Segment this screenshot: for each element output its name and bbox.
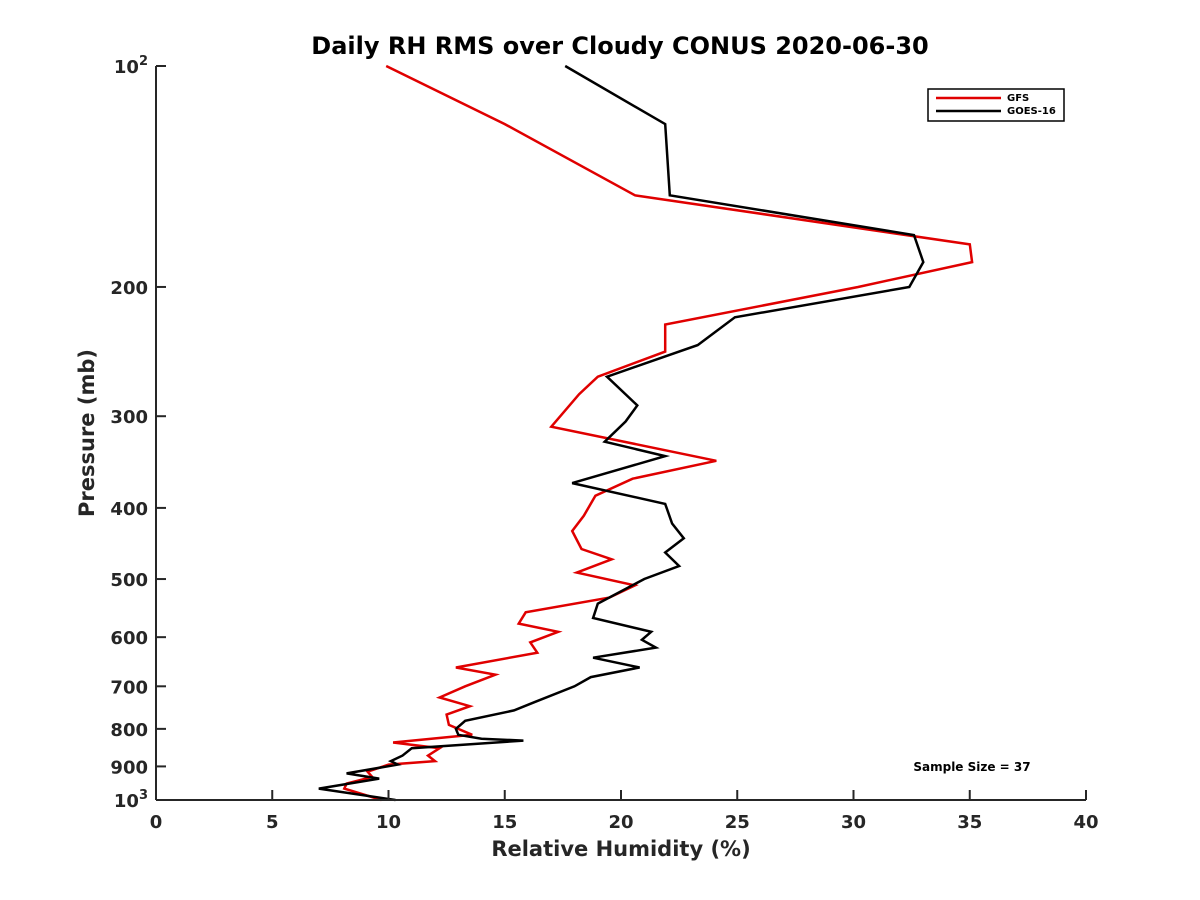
y-tick-label: 500 — [110, 570, 148, 591]
y-tick-label-base: 900 — [110, 757, 148, 778]
y-tick-label: 103 — [114, 788, 148, 812]
y-tick-label: 800 — [110, 720, 148, 741]
legend: GFS GOES-16 — [927, 88, 1065, 122]
y-tick-label-base: 300 — [110, 407, 148, 428]
y-tick-label-base: 700 — [110, 677, 148, 698]
y-tick-label: 300 — [110, 407, 148, 428]
x-tick-label: 0 — [150, 812, 163, 833]
legend-box — [927, 88, 1065, 122]
series-points-goes16 — [318, 65, 924, 801]
y-tick-label-exponent: 3 — [139, 788, 148, 803]
y-tick-label: 900 — [110, 757, 148, 778]
x-tick-label: 40 — [1073, 812, 1098, 833]
x-tick-label: 25 — [725, 812, 750, 833]
y-tick-label-base: 10 — [114, 791, 139, 812]
y-axis-label: Pressure (mb) — [75, 349, 99, 517]
y-tick-label-base: 600 — [110, 628, 148, 649]
y-tick-label-base: 200 — [110, 278, 148, 299]
y-tick-label-base: 800 — [110, 720, 148, 741]
y-tick-label: 102 — [114, 54, 148, 78]
series-line-gfs — [342, 64, 974, 802]
plot-area — [318, 64, 974, 802]
y-tick-label-base: 10 — [114, 57, 139, 78]
x-axis-label: Relative Humidity (%) — [491, 837, 750, 861]
y-tick-label: 400 — [110, 499, 148, 520]
x-tick-label: 5 — [266, 812, 279, 833]
y-tick-label: 200 — [110, 278, 148, 299]
y-tick-label-base: 400 — [110, 499, 148, 520]
x-tick-label: 15 — [492, 812, 517, 833]
series-line-goes16 — [318, 64, 925, 802]
y-tick-label-exponent: 2 — [139, 54, 148, 69]
legend-label-gfs: GFS — [1007, 93, 1029, 104]
legend-label-goes16: GOES-16 — [1007, 106, 1056, 117]
y-tick-label: 700 — [110, 677, 148, 698]
x-axis-ticks: 0 5 10 15 20 25 30 35 40 — [150, 790, 1099, 833]
x-tick-label: 20 — [608, 812, 633, 833]
y-tick-label-base: 500 — [110, 570, 148, 591]
sample-size-annotation: Sample Size = 37 — [913, 760, 1030, 774]
x-tick-label: 30 — [841, 812, 866, 833]
x-tick-label: 35 — [957, 812, 982, 833]
chart-title: Daily RH RMS over Cloudy CONUS 2020-06-3… — [311, 32, 928, 60]
x-tick-label: 10 — [376, 812, 401, 833]
y-tick-label: 600 — [110, 628, 148, 649]
